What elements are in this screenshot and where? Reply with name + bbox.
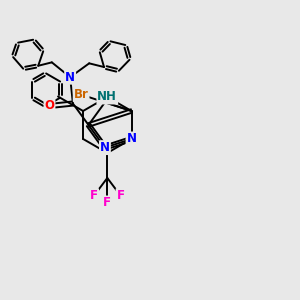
Text: O: O [44, 100, 55, 112]
Text: NH: NH [98, 91, 117, 103]
Text: N: N [65, 71, 75, 84]
Text: F: F [117, 189, 124, 202]
Text: N: N [100, 141, 110, 154]
Text: Br: Br [74, 88, 88, 101]
Text: F: F [103, 196, 111, 209]
Text: N: N [127, 133, 136, 146]
Text: F: F [90, 189, 98, 202]
